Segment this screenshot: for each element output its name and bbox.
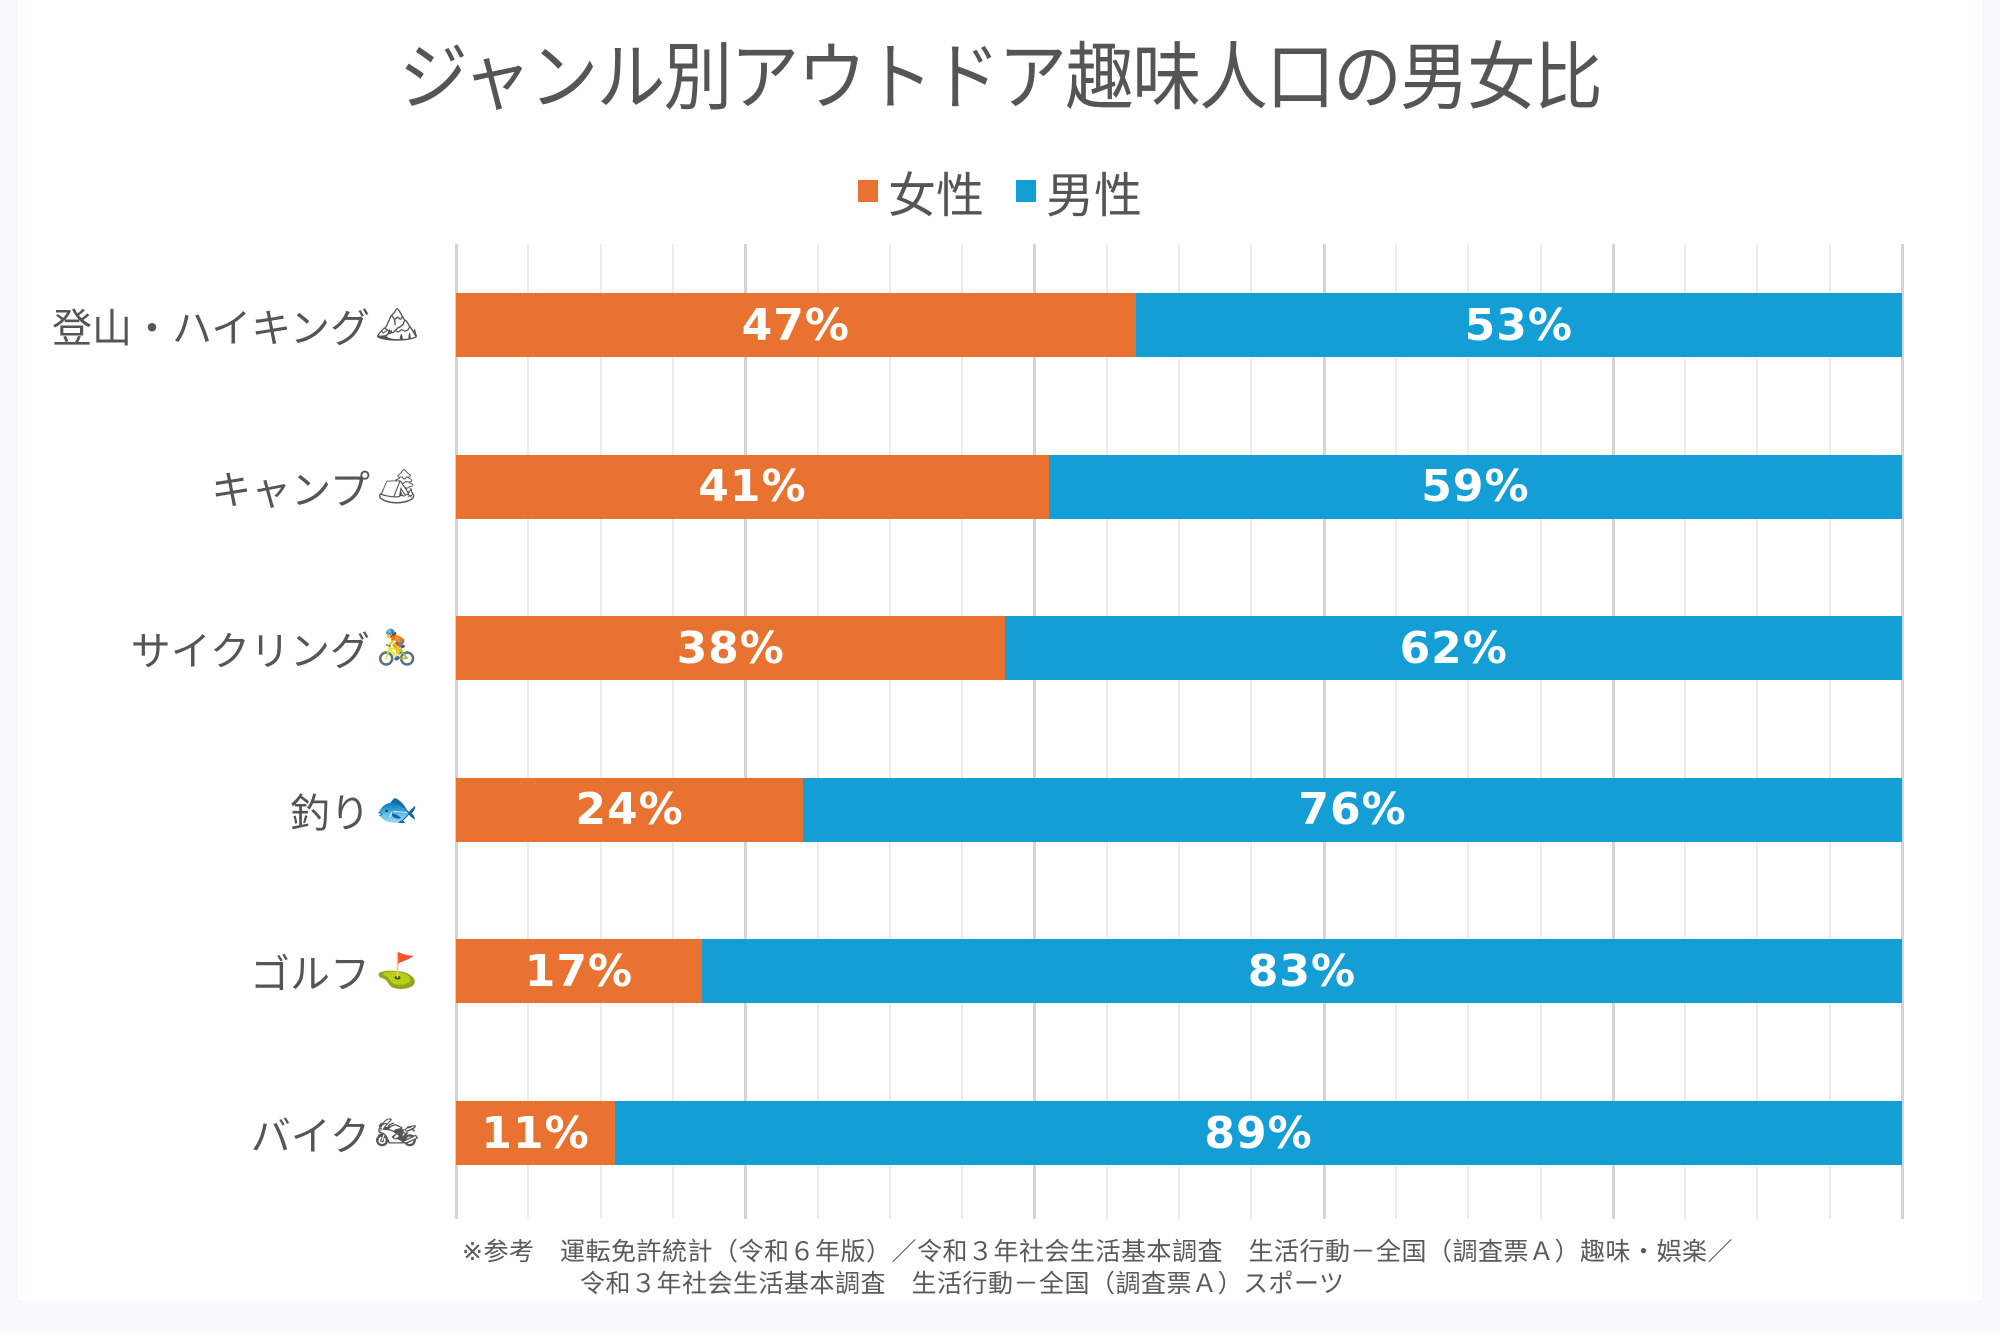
category-label-text: 釣り [290, 790, 370, 837]
data-label: 83% [1247, 945, 1357, 997]
legend-item-male: 男性 [1016, 156, 1142, 226]
grid-line [816, 244, 819, 1219]
bar-row: 17% 83% [456, 939, 1902, 1004]
bar-male: 62% [1005, 616, 1902, 681]
source-footnote: ※参考 運転免許統計（令和６年版）／令和３年社会生活基本調査 生活行動－全国（調… [462, 1236, 1733, 1300]
grid-line [961, 244, 964, 1219]
grid-line [527, 244, 530, 1219]
bar-row: 38% 62% [456, 616, 1902, 681]
category-label-text: バイク [250, 1114, 370, 1160]
footnote-line-1: ※参考 運転免許統計（令和６年版）／令和３年社会生活基本調査 生活行動－全国（調… [462, 1237, 1733, 1266]
grid-line [1467, 244, 1470, 1219]
tent-icon: 🏕 [375, 466, 419, 507]
bar-row: 11% 89% [456, 1101, 1902, 1165]
category-label: サイクリング 🚴 [131, 619, 420, 677]
category-label: 釣り 🐟 [290, 781, 420, 839]
data-label: 38% [676, 622, 785, 674]
legend-label-female: 女性 [887, 168, 984, 224]
bar-row: 24% 76% [456, 777, 1902, 842]
bar-female: 11% [456, 1101, 616, 1165]
category-label-text: サイクリング [130, 629, 370, 676]
bar-male: 83% [701, 939, 1902, 1004]
data-label: 89% [1204, 1107, 1313, 1159]
data-label: 24% [575, 784, 684, 836]
bar-female: 17% [456, 939, 702, 1004]
data-label: 53% [1464, 299, 1573, 351]
category-label-text: キャンプ [211, 467, 370, 514]
legend-swatch-female [857, 180, 878, 202]
category-label-text: 登山・ハイキング [52, 306, 370, 352]
cyclist-icon: 🚴 [375, 628, 419, 669]
category-label: 登山・ハイキング 🏔 [52, 296, 420, 354]
mountain-icon: 🏔 [375, 305, 419, 345]
data-label: 41% [698, 461, 807, 513]
bar-male: 59% [1048, 454, 1902, 519]
grid-line [1250, 244, 1253, 1219]
grid-line [1394, 244, 1397, 1219]
category-label: バイク 🏍 [251, 1104, 420, 1162]
data-label: 17% [524, 945, 634, 997]
motorcycle-icon: 🏍 [375, 1113, 419, 1153]
footnote-line-2: 令和３年社会生活基本調査 生活行動－全国（調査票Ａ）スポーツ [580, 1269, 1345, 1298]
category-label-text: ゴルフ [250, 952, 370, 999]
bar-female: 38% [456, 616, 1006, 681]
grid-line [671, 244, 674, 1219]
data-label: 76% [1298, 784, 1407, 836]
grid-line [744, 244, 748, 1219]
data-label: 11% [481, 1107, 590, 1159]
grid-line [1611, 244, 1615, 1219]
fish-icon: 🐟 [375, 789, 419, 830]
grid-line [1033, 244, 1037, 1219]
grid-line [455, 244, 458, 1219]
bar-male: 76% [803, 777, 1902, 842]
plot-area: 47% 53% 41% 59% 38% 62% 24% 76% 17% 83% 11% 89% [455, 244, 1904, 1219]
data-label: 62% [1399, 622, 1508, 674]
category-label: キャンプ 🏕 [211, 458, 420, 516]
grid-line [1105, 244, 1108, 1219]
legend-label-male: 男性 [1046, 168, 1143, 224]
bar-male: 53% [1135, 293, 1902, 357]
data-label: 47% [741, 299, 850, 351]
bar-row: 41% 59% [456, 454, 1902, 519]
data-label: 59% [1421, 461, 1530, 513]
grid-line [1178, 244, 1180, 1219]
grid-line [1828, 244, 1831, 1219]
chart-title: ジャンル別アウトドア趣味人口の男女比 [399, 35, 1603, 121]
category-label: ゴルフ ⛳ [250, 942, 420, 1000]
bar-female: 41% [456, 454, 1049, 519]
legend-swatch-male [1016, 180, 1036, 202]
bar-female: 24% [456, 777, 804, 842]
bar-female: 47% [456, 293, 1136, 357]
bar-row: 47% 53% [456, 293, 1902, 357]
grid-line [1756, 244, 1759, 1219]
legend-item-female: 女性 [857, 156, 984, 226]
legend: 女性 男性 [0, 156, 2000, 226]
golf-flag-icon: ⛳ [375, 951, 419, 992]
grid-line [1901, 244, 1904, 1219]
grid-line [1684, 244, 1687, 1219]
grid-line [888, 244, 891, 1219]
grid-line [1539, 244, 1542, 1219]
grid-line [599, 244, 602, 1219]
bar-male: 89% [615, 1101, 1902, 1165]
grid-line [1322, 244, 1326, 1219]
